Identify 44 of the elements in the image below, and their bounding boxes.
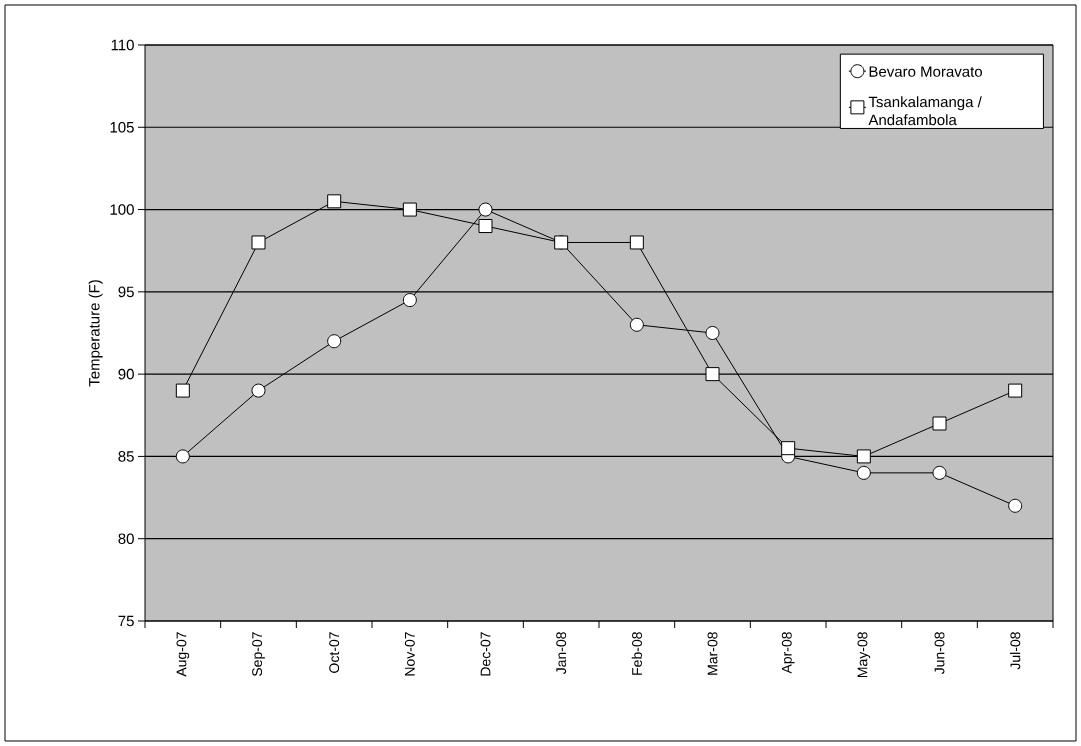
x-tick-label: Apr-08 (781, 632, 795, 674)
point (478, 202, 493, 217)
legend-label: Bevaro Moravato (869, 66, 982, 77)
x-tick-label: Aug-07 (176, 632, 190, 677)
point (327, 334, 342, 349)
x-tick-label: Feb-08 (631, 632, 642, 675)
y-tick-label: 80 (118, 533, 134, 544)
point (856, 465, 871, 480)
y-tick-label: 100 (110, 204, 134, 215)
y-axis-title: Temperature (F) (88, 280, 103, 387)
point (1008, 383, 1023, 398)
legend-label: Tsankalamanga / Andafambola (868, 96, 982, 126)
point (251, 235, 266, 250)
x-tick-label: Jun-08 (934, 632, 945, 675)
x-tick-label: Oct-07 (329, 632, 340, 673)
point (932, 465, 947, 480)
point (251, 383, 266, 398)
x-tick-label: Jul-08 (1010, 632, 1021, 670)
point (705, 325, 720, 340)
point (1008, 498, 1023, 513)
point (629, 317, 644, 332)
y-tick-label: 75 (118, 615, 134, 627)
y-tick-label: 110 (111, 39, 134, 51)
point (478, 219, 493, 234)
y-tick-label: 105 (110, 121, 134, 133)
point (175, 449, 190, 464)
x-tick-label: Jan-08 (556, 632, 567, 675)
point (175, 383, 190, 398)
y-tick-label: 90 (118, 368, 134, 380)
point (327, 194, 342, 209)
point (932, 416, 947, 431)
y-tick-label: 95 (118, 286, 134, 298)
point (781, 441, 796, 456)
x-tick-label: Nov-07 (404, 632, 415, 676)
point (629, 235, 644, 250)
point (402, 293, 417, 308)
point (402, 202, 417, 217)
x-tick-label: Dec-07 (480, 632, 491, 676)
x-tick-label: Mar-08 (707, 632, 718, 675)
x-tick-label: Sep-07 (252, 632, 265, 677)
y-tick-label: 85 (118, 451, 134, 462)
x-tick-label: May-08 (857, 632, 871, 678)
point (705, 367, 720, 382)
point (856, 449, 871, 464)
